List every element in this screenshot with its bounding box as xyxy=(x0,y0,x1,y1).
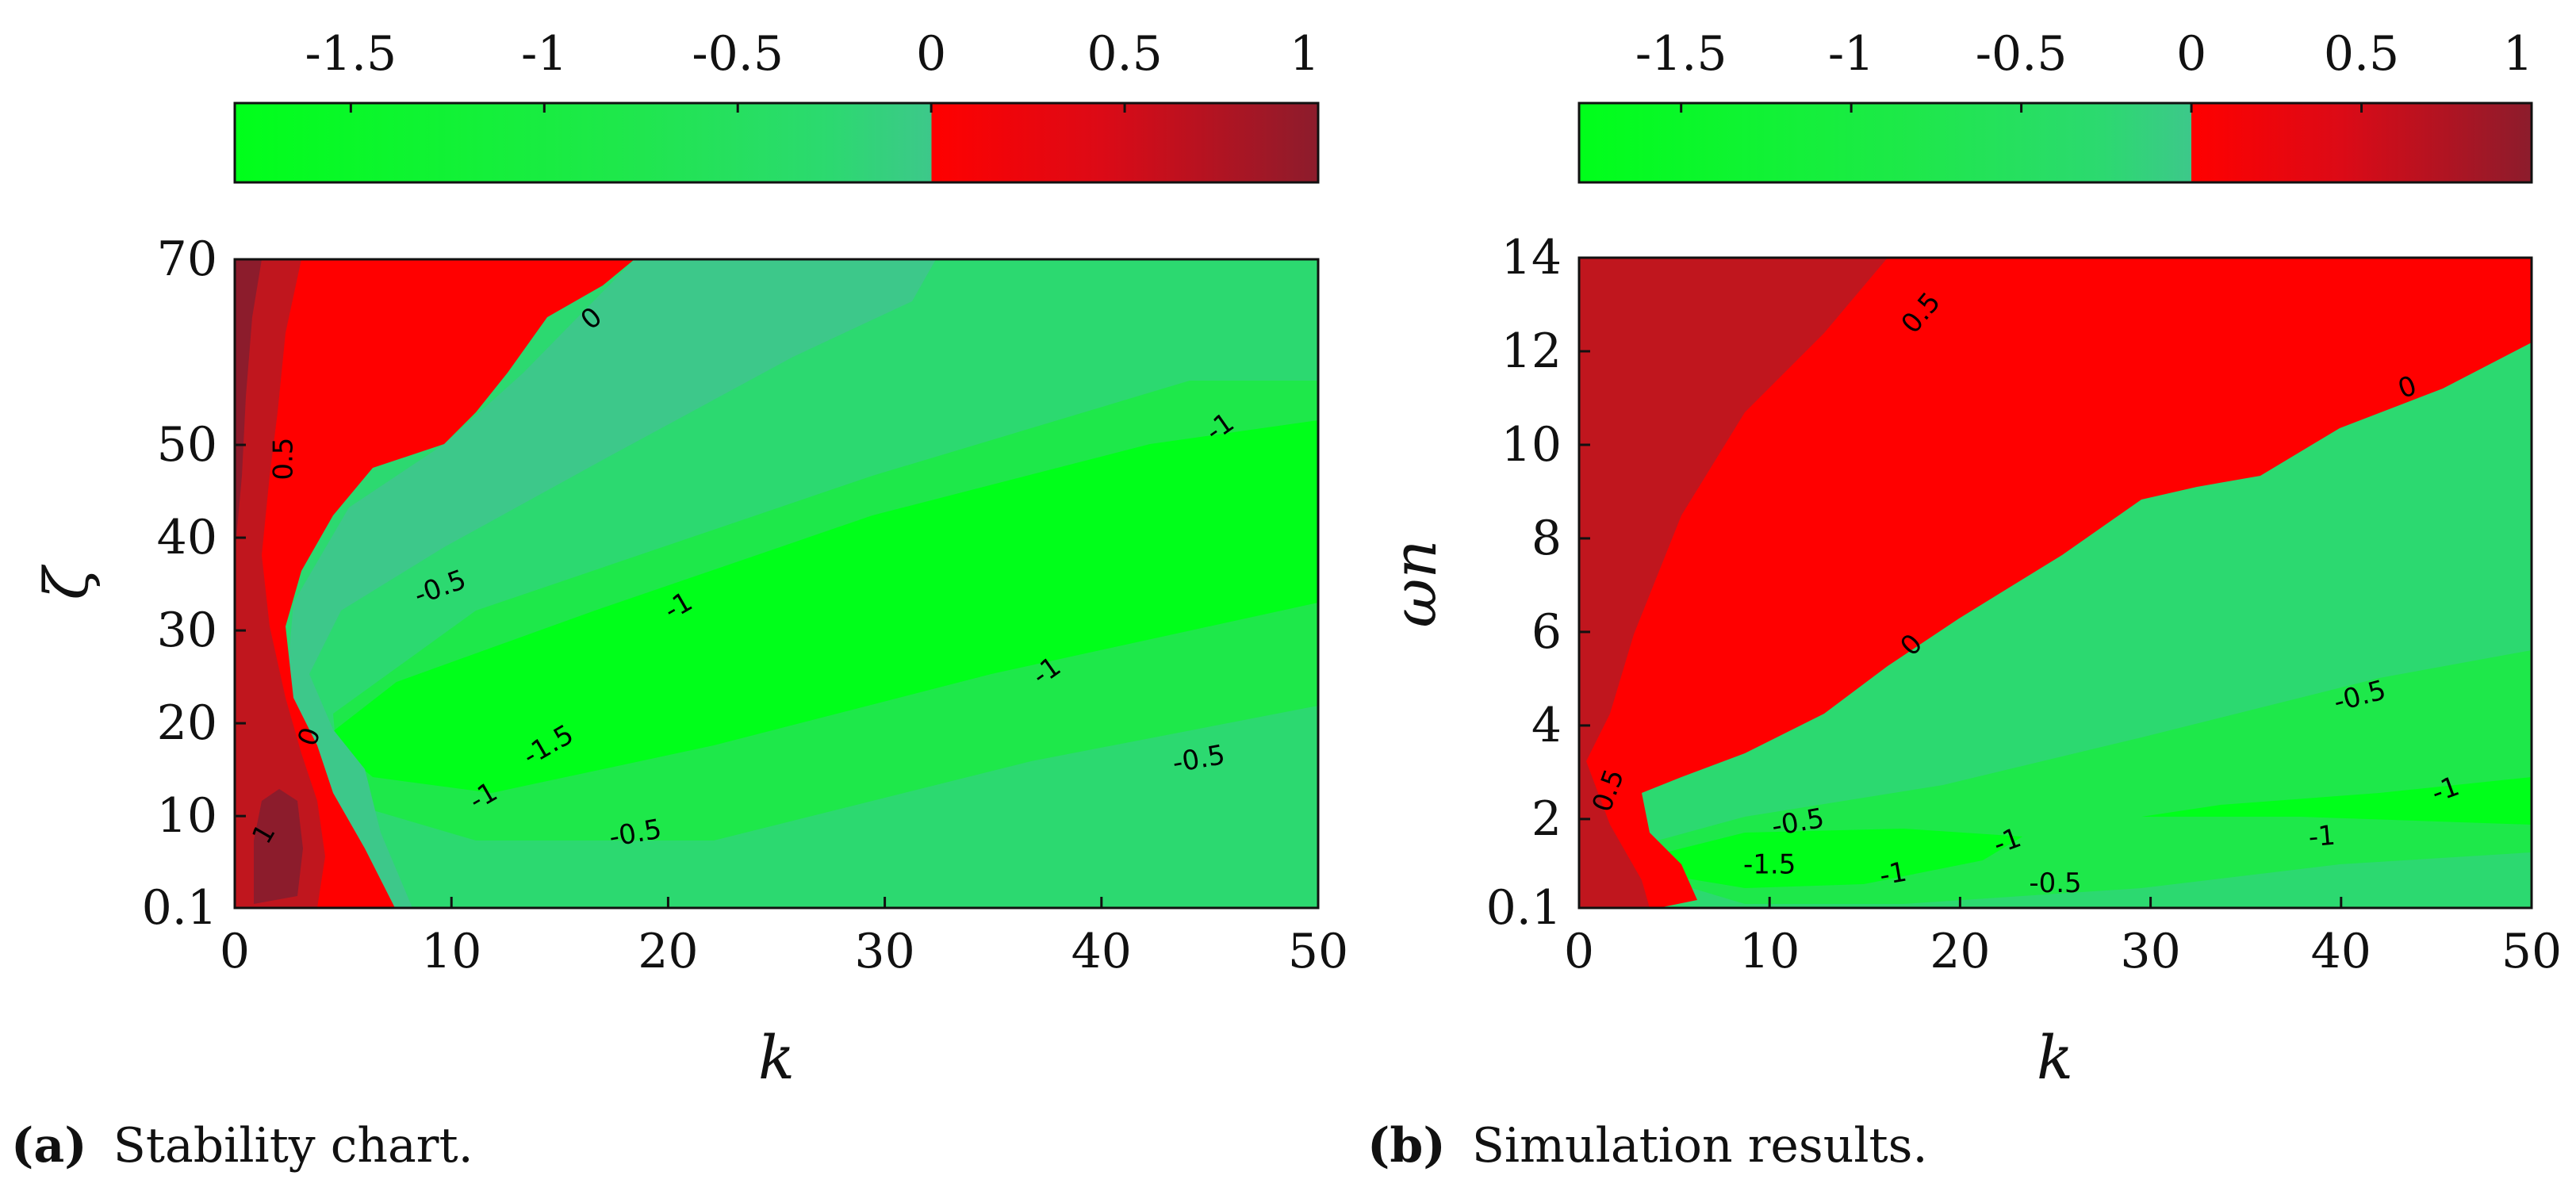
colorbar-tick-label: 0.5 xyxy=(2324,26,2399,82)
region-a-green xyxy=(325,420,1318,793)
plot-b-x-ticks: 0 10 20 30 40 50 xyxy=(1564,897,2562,979)
region-b-red-mid xyxy=(1579,258,1888,908)
x-tick-label: 0 xyxy=(220,924,250,979)
colorbar-tick-label: -0.5 xyxy=(692,26,784,82)
x-tick-label: 40 xyxy=(2311,924,2371,979)
x-tick-label: 0 xyxy=(1564,924,1594,979)
colorbar-a-ticks: -1.5 -1 -0.5 0 0.5 1 xyxy=(305,26,1320,113)
y-tick-label: 30 xyxy=(157,603,217,658)
caption-b: (b) Simulation results. xyxy=(1367,1118,1928,1174)
y-tick-label: 0.1 xyxy=(1486,880,1562,936)
contour-label: 0.5 xyxy=(267,438,299,481)
plot-b-y-ticks: 0.1 2 4 6 8 10 12 14 xyxy=(1486,230,1590,936)
y-tick-label: 12 xyxy=(1501,324,1562,379)
colorbar-tick-label: 1 xyxy=(2503,26,2533,82)
y-tick-label: 0.1 xyxy=(142,880,217,936)
contour-label: -1.5 xyxy=(1743,848,1796,880)
panel-a: -1.5 -1 -0.5 0 0.5 1 00.5-0.5 -1-1-10 -1.5-1-0.… xyxy=(11,26,1348,1174)
colorbar-tick-label: 0 xyxy=(916,26,946,82)
colorbar-tick-label: 1 xyxy=(1290,26,1320,82)
y-tick-label: 14 xyxy=(1501,230,1562,285)
x-tick-label: 50 xyxy=(1288,924,1348,979)
colorbar-b-bar xyxy=(1577,101,2533,184)
colorbar-b-ticks: -1.5 -1 -0.5 0 0.5 1 xyxy=(1635,26,2533,113)
y-tick-label: 8 xyxy=(1531,511,1562,566)
region-b-red xyxy=(1579,258,2532,908)
colorbar-tick-label: -1 xyxy=(521,26,567,82)
colorbar-b: -1.5 -1 -0.5 0 0.5 1 xyxy=(1577,26,2533,184)
caption-a: (a) Stability chart. xyxy=(11,1118,473,1174)
y-tick-label: 2 xyxy=(1531,791,1562,847)
plot-b-regions xyxy=(1579,258,2532,908)
caption-a-label: (a) xyxy=(11,1118,87,1174)
colorbar-a-bar xyxy=(233,101,1320,184)
region-a-red xyxy=(235,259,634,908)
caption-a-text: Stability chart. xyxy=(113,1118,473,1174)
y-tick-label: 10 xyxy=(157,788,217,844)
caption-b-label: (b) xyxy=(1367,1118,1446,1174)
y-tick-label: 40 xyxy=(157,510,217,565)
x-tick-label: 30 xyxy=(854,924,914,979)
plot-a-x-ticks: 0 10 20 30 40 50 xyxy=(220,897,1348,979)
plot-a-y-ticks: 0.1 10 20 30 40 50 70 xyxy=(142,232,246,936)
colorbar-tick-label: -1 xyxy=(1828,26,1874,82)
x-tick-label: 10 xyxy=(1739,924,1800,979)
plot-b-xlabel-text: k xyxy=(2037,1022,2073,1093)
x-tick-label: 20 xyxy=(1930,924,1990,979)
plot-a-ylabel: ζ xyxy=(31,565,102,600)
y-tick-label: 50 xyxy=(157,417,217,473)
panel-b: -1.5 -1 -0.5 0 0.5 1 0.500-0.50.5-0.5-1-1-1.5… xyxy=(1367,26,2562,1174)
caption-b-text: Simulation results. xyxy=(1472,1118,1928,1174)
y-tick-label: 20 xyxy=(157,695,217,751)
y-tick-label: 70 xyxy=(157,232,217,287)
contour-label: -0.5 xyxy=(2029,867,2081,899)
contour-label: -1 xyxy=(2307,820,2336,854)
x-tick-label: 20 xyxy=(638,924,698,979)
region-a-red-mid xyxy=(235,259,325,908)
x-tick-label: 50 xyxy=(2501,924,2562,979)
x-tick-label: 40 xyxy=(1071,924,1132,979)
y-tick-label: 10 xyxy=(1501,417,1562,473)
y-tick-label: 6 xyxy=(1531,604,1562,660)
contour-label: -1 xyxy=(1877,856,1909,892)
colorbar-tick-label: -0.5 xyxy=(1976,26,2068,82)
colorbar-tick-label: 0 xyxy=(2176,26,2206,82)
colorbar-tick-label: 0.5 xyxy=(1087,26,1162,82)
y-tick-label: 4 xyxy=(1531,698,1562,753)
colorbar-tick-label: -1.5 xyxy=(1635,26,1727,82)
region-b-green xyxy=(1666,777,2532,888)
plot-a-regions xyxy=(235,259,1318,908)
x-tick-label: 10 xyxy=(421,924,481,979)
x-tick-label: 30 xyxy=(2120,924,2180,979)
plot-b-xlabel: k xyxy=(2037,1022,2073,1093)
colorbar-a: -1.5 -1 -0.5 0 0.5 1 xyxy=(233,26,1320,184)
plot-a-frame xyxy=(233,258,1320,910)
region-a-red-dark-blob xyxy=(254,789,303,904)
colorbar-tick-label: -1.5 xyxy=(305,26,397,82)
plot-a-xlabel: k xyxy=(758,1022,795,1093)
plot-b-frame xyxy=(1577,256,2533,910)
region-a-red-dark xyxy=(235,259,262,555)
plot-b-ylabel: ωn xyxy=(1379,540,1450,628)
